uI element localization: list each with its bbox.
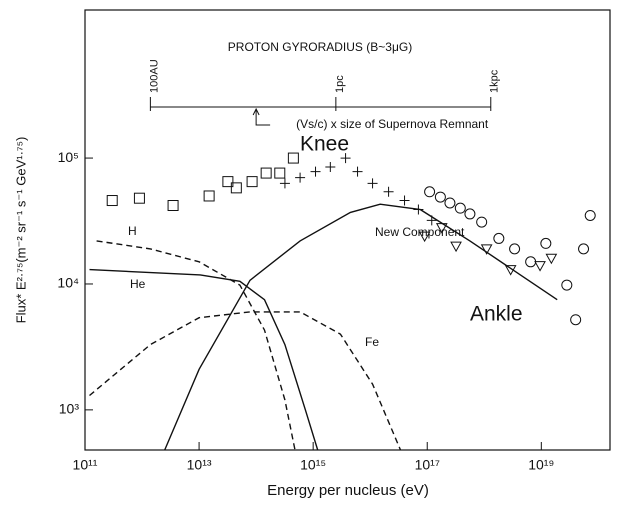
gyroradius-tick-label: 1pc (334, 75, 346, 93)
square-marker (167, 200, 179, 212)
triangle-marker (435, 223, 448, 234)
square-marker (274, 167, 286, 179)
cross-marker (383, 186, 394, 197)
plot-frame (84, 9, 611, 451)
y-axis-label: Flux* E²·⁷⁵(m⁻² sr⁻¹ s⁻¹ GeV¹·⁷⁵) (13, 137, 28, 324)
circle-marker (525, 256, 537, 268)
curve (96, 240, 296, 451)
circle-marker (584, 209, 596, 221)
x-tick-label: 10¹⁵ (300, 457, 326, 473)
triangle-marker (418, 231, 431, 243)
knee-label: Knee (300, 133, 349, 156)
gyroradius-title: PROTON GYRORADIUS (B~3μG) (228, 40, 412, 54)
triangle-marker (504, 265, 517, 276)
cross-marker (399, 195, 410, 206)
gyroradius-tick-label: 1kpc (489, 69, 501, 93)
cross-marker (413, 204, 424, 215)
x-tick-label: 10¹³ (187, 457, 212, 473)
x-tick-label: 10¹⁷ (415, 457, 440, 473)
curve (89, 311, 402, 451)
square-marker (230, 182, 242, 194)
cross-marker (279, 178, 290, 189)
square-marker (106, 195, 118, 207)
cross-marker (352, 166, 363, 177)
circle-marker (424, 186, 436, 198)
circle-marker (540, 237, 552, 249)
cross-marker (340, 153, 351, 164)
square-marker (246, 176, 258, 188)
circle-marker (570, 314, 582, 326)
circle-marker (493, 232, 505, 244)
circle-marker (561, 279, 573, 291)
cross-marker (325, 161, 336, 172)
ankle-label: Ankle (470, 303, 523, 326)
square-marker (260, 167, 272, 179)
gyroradius-tick-label: 100AU (148, 59, 160, 93)
square-marker (222, 176, 234, 188)
triangle-marker (545, 253, 558, 265)
triangle-marker (480, 244, 493, 255)
cross-marker (367, 178, 378, 189)
curve (164, 203, 558, 451)
triangle-marker (534, 261, 546, 272)
circle-marker (578, 243, 590, 255)
circle-marker (444, 197, 456, 209)
x-axis-label: Energy per nucleus (eV) (267, 482, 429, 499)
annotation-arrow (252, 107, 271, 126)
circle-marker (434, 191, 446, 203)
x-tick-label: 10¹⁹ (528, 457, 554, 473)
circle-marker (464, 208, 476, 220)
curve-label: Fe (365, 335, 379, 349)
y-tick-label: 10⁴ (57, 275, 79, 291)
square-marker (203, 190, 215, 202)
y-tick-label: 10⁵ (58, 149, 79, 165)
triangle-marker (450, 241, 462, 253)
circle-marker (476, 216, 488, 228)
square-marker (133, 192, 145, 204)
y-tick-label: 10³ (59, 401, 80, 417)
curve-label: He (130, 277, 146, 291)
curve-label: H (128, 224, 137, 238)
cross-marker (310, 166, 321, 177)
cross-marker (295, 172, 306, 183)
square-marker (287, 152, 299, 164)
annotation: (Vs/c) x size of Supernova Remnant (296, 117, 489, 131)
cross-marker (426, 215, 437, 226)
x-tick-label: 10¹¹ (73, 457, 98, 473)
circle-marker (509, 243, 521, 255)
circle-marker (454, 202, 466, 214)
curve (89, 268, 319, 451)
